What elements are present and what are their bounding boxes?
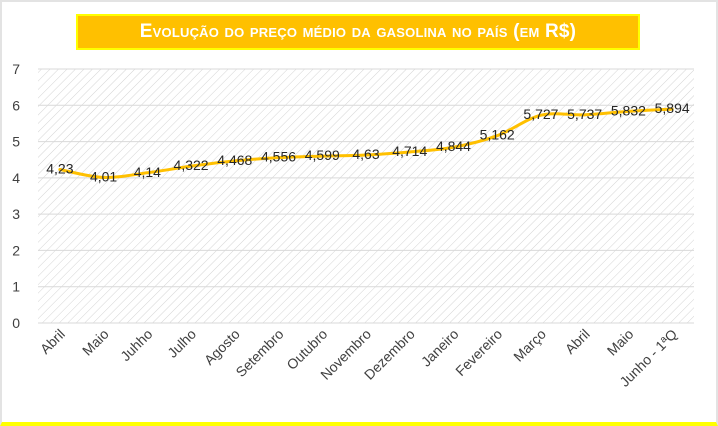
data-label: 5,832: [611, 102, 646, 118]
x-tick-label: Abril: [562, 326, 593, 357]
data-label: 4,63: [352, 146, 379, 162]
data-label: 5,894: [655, 100, 690, 116]
plot-area: [38, 69, 694, 323]
y-tick-label: 2: [12, 242, 20, 258]
series-line: [58, 107, 674, 180]
x-tick-label: Janeiro: [418, 326, 462, 370]
x-tick-label: Maio: [604, 326, 637, 359]
y-tick-label: 5: [12, 134, 20, 150]
x-tick-label: Julho: [164, 326, 199, 361]
x-tick-label: Juhho: [117, 326, 155, 364]
data-label: 4,599: [305, 147, 340, 163]
data-label: 4,556: [261, 149, 296, 165]
x-tick-label: Abril: [37, 326, 68, 357]
data-label: 4,844: [436, 138, 471, 154]
y-tick-label: 0: [12, 315, 20, 331]
y-tick-label: 6: [12, 97, 20, 113]
data-label: 4,01: [90, 168, 117, 184]
y-tick-label: 3: [12, 206, 20, 222]
data-label: 5,737: [567, 106, 602, 122]
chart-title: Evolução do preço médio da gasolina no p…: [76, 14, 640, 50]
data-label: 4,14: [134, 164, 161, 180]
y-tick-label: 1: [12, 279, 20, 295]
y-tick-label: 7: [12, 61, 20, 77]
x-tick-label: Setembro: [232, 326, 286, 380]
data-label: 4,322: [174, 157, 209, 173]
data-label: 4,23: [46, 161, 73, 177]
x-tick-label: Agosto: [201, 326, 243, 368]
data-label: 5,727: [523, 106, 558, 122]
data-label: 5,162: [480, 127, 515, 143]
x-tick-label: Março: [510, 326, 549, 365]
x-tick-label: Fevereiro: [452, 326, 505, 379]
data-label: 4,714: [392, 143, 427, 159]
y-tick-label: 4: [12, 170, 20, 186]
x-tick-label: Maio: [79, 326, 112, 359]
data-label: 4,468: [217, 152, 252, 168]
